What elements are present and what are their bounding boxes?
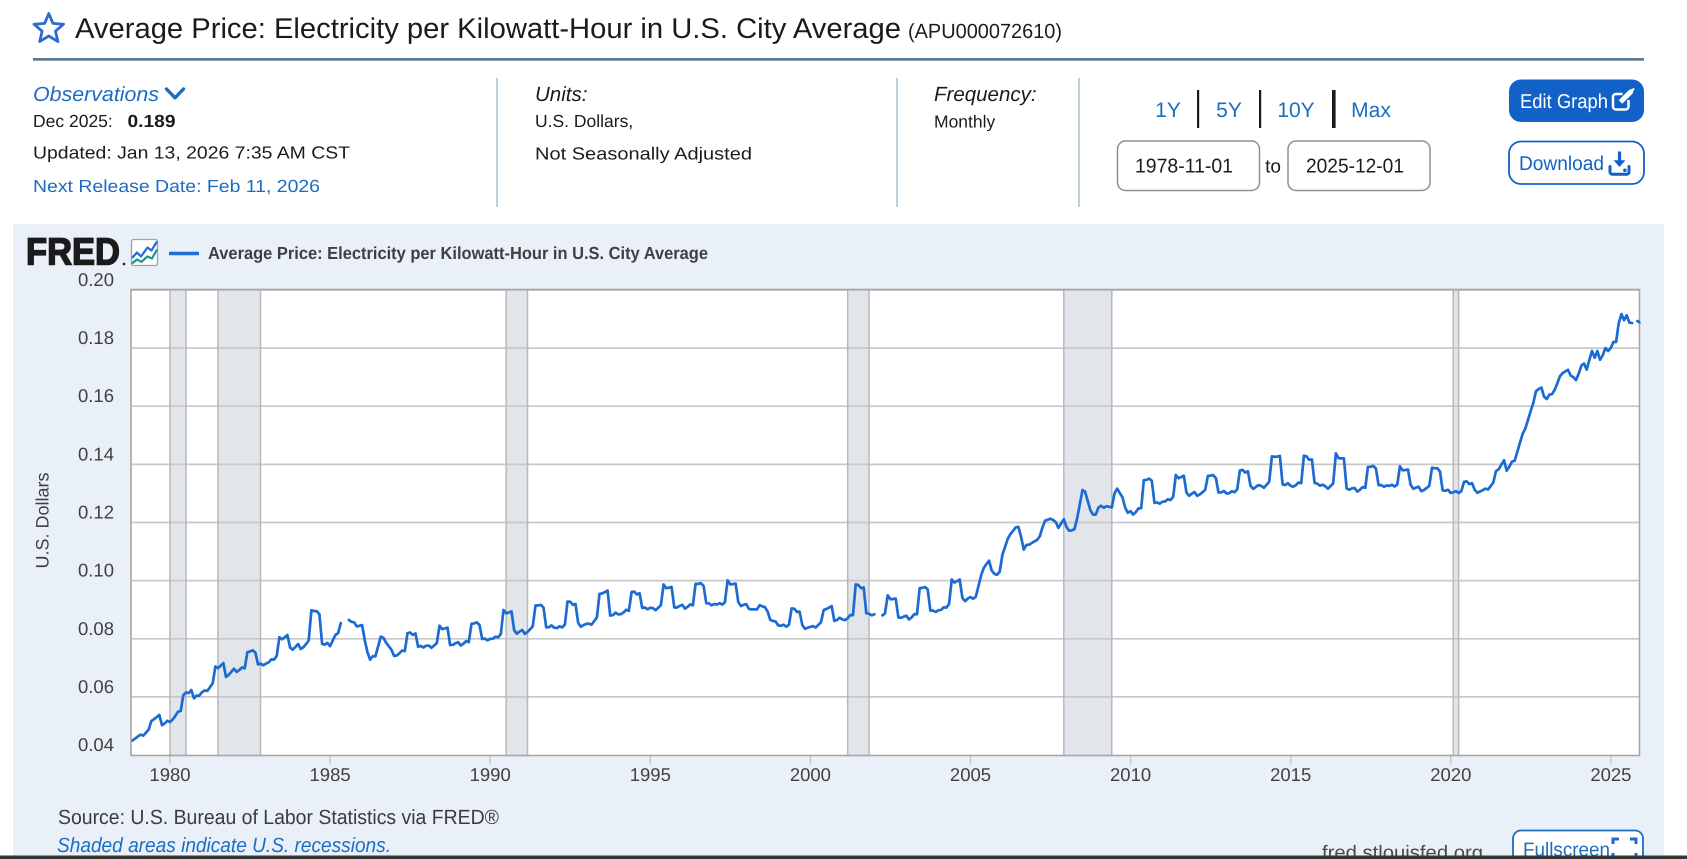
svg-text:2005: 2005	[950, 764, 991, 785]
svg-text:1985: 1985	[310, 764, 351, 785]
svg-text:0.16: 0.16	[78, 385, 114, 406]
svg-text:1995: 1995	[630, 764, 671, 785]
svg-text:0.189: 0.189	[128, 111, 176, 131]
svg-text:fred.stlouisfed.org: fred.stlouisfed.org	[1322, 842, 1483, 859]
svg-text:Not Seasonally Adjusted: Not Seasonally Adjusted	[535, 144, 752, 164]
svg-text:0.12: 0.12	[78, 502, 114, 523]
svg-text:to: to	[1265, 157, 1281, 178]
svg-text:Dec 2025:: Dec 2025:	[33, 111, 113, 131]
svg-text:Next Release Date: Feb 11, 202: Next Release Date: Feb 11, 2026	[33, 176, 320, 196]
svg-text:Frequency:: Frequency:	[934, 83, 1037, 106]
svg-text:0.04: 0.04	[78, 734, 114, 755]
svg-text:U.S. Dollars: U.S. Dollars	[33, 472, 53, 568]
svg-text:2020: 2020	[1430, 764, 1471, 785]
svg-text:Fullscreen: Fullscreen	[1523, 839, 1610, 859]
svg-text:Average Price: Electricity per: Average Price: Electricity per Kilowatt-…	[75, 13, 901, 45]
svg-text:Max: Max	[1351, 99, 1391, 122]
svg-text:Monthly: Monthly	[934, 112, 996, 132]
svg-text:(APU000072610): (APU000072610)	[908, 20, 1062, 43]
svg-text:0.08: 0.08	[78, 618, 114, 639]
svg-text:0.14: 0.14	[78, 443, 114, 464]
svg-text:Source: U.S. Bureau of Labor S: Source: U.S. Bureau of Labor Statistics …	[58, 806, 499, 829]
svg-text:1Y: 1Y	[1155, 99, 1181, 122]
svg-text:2000: 2000	[790, 764, 831, 785]
svg-text:FRED: FRED	[26, 232, 120, 274]
svg-text:1980: 1980	[149, 764, 190, 785]
svg-text:Average Price: Electricity per: Average Price: Electricity per Kilowatt-…	[208, 243, 708, 263]
svg-text:1978-11-01: 1978-11-01	[1135, 156, 1233, 178]
svg-text:Edit Graph: Edit Graph	[1520, 91, 1608, 113]
svg-text:5Y: 5Y	[1216, 99, 1242, 122]
svg-text:Observations: Observations	[33, 83, 159, 106]
svg-text:0.18: 0.18	[78, 327, 114, 348]
svg-text:2010: 2010	[1110, 764, 1151, 785]
svg-text:U.S. Dollars,: U.S. Dollars,	[535, 111, 633, 131]
svg-text:10Y: 10Y	[1277, 99, 1314, 122]
svg-text:Updated: Jan 13, 2026 7:35 AM: Updated: Jan 13, 2026 7:35 AM CST	[33, 143, 350, 163]
svg-text:Shaded areas indicate U.S. rec: Shaded areas indicate U.S. recessions.	[57, 834, 391, 857]
svg-text:1990: 1990	[470, 764, 511, 785]
svg-text:Units:: Units:	[535, 83, 587, 106]
svg-text:2025: 2025	[1590, 764, 1631, 785]
svg-text:0.10: 0.10	[78, 560, 114, 581]
svg-text:Download: Download	[1519, 153, 1604, 175]
svg-text:2025-12-01: 2025-12-01	[1306, 156, 1404, 178]
svg-text:0.06: 0.06	[78, 676, 114, 697]
svg-text:0.20: 0.20	[78, 269, 114, 290]
svg-text:2015: 2015	[1270, 764, 1311, 785]
